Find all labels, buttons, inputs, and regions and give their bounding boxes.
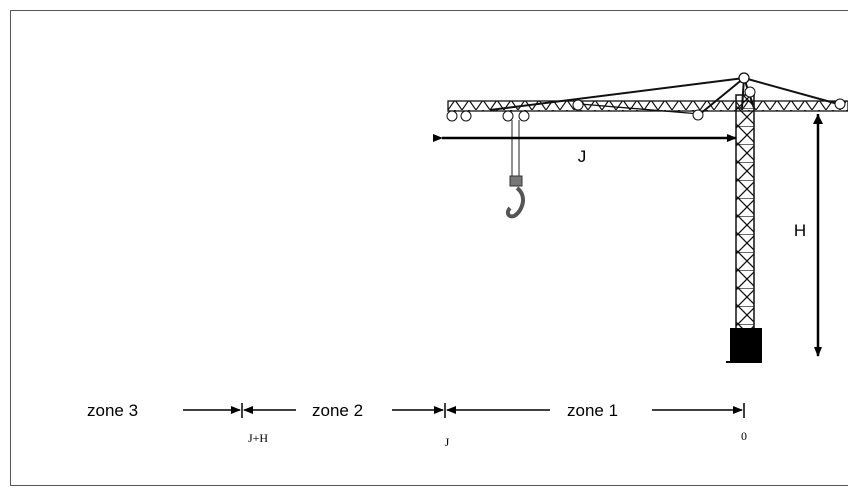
marker-label: J [445, 435, 450, 449]
zone-label: zone 1 [567, 401, 618, 420]
marker-label: 0 [741, 429, 747, 443]
zone-label: zone 2 [312, 401, 363, 420]
base [730, 328, 762, 362]
zone-scale [183, 403, 745, 418]
wheel [460, 110, 472, 122]
jib-label: J [578, 147, 587, 166]
wheel [834, 98, 846, 110]
wheel [572, 99, 584, 111]
marker-label: J+H [248, 431, 268, 445]
tower [735, 94, 755, 330]
jib [447, 100, 848, 112]
hook-block [509, 175, 523, 187]
zone-label: zone 3 [87, 401, 138, 420]
back-stay [579, 103, 701, 115]
trolley-wheel [518, 110, 530, 122]
height-label: H [794, 221, 806, 240]
frame [10, 10, 848, 486]
wheel [692, 109, 704, 121]
hook-cable [511, 120, 520, 176]
cables [489, 77, 839, 115]
wheel [446, 110, 458, 122]
crane [446, 72, 848, 363]
arrowhead [813, 114, 823, 124]
trolley-wheel [502, 110, 514, 122]
pulley [738, 72, 750, 84]
hook [505, 186, 525, 219]
wheel [744, 86, 756, 98]
